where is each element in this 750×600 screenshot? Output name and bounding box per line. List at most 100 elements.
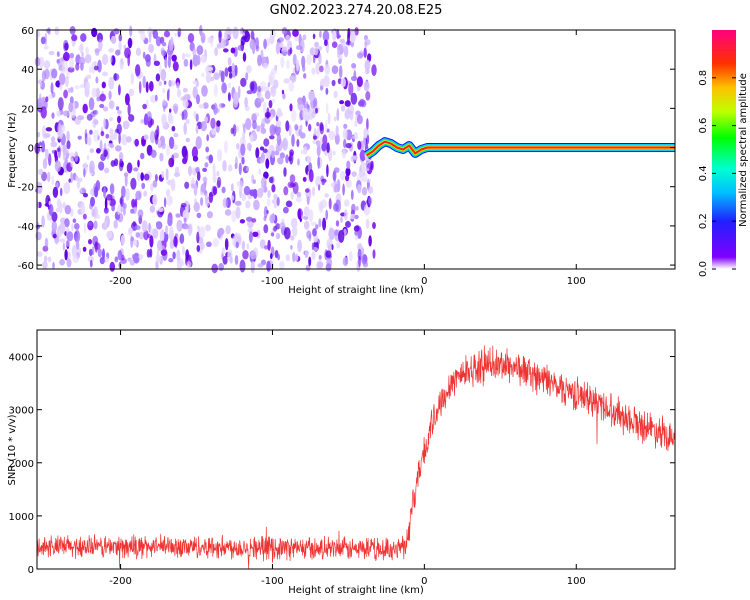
noise-blob — [133, 167, 139, 172]
noise-blob — [177, 31, 181, 38]
noise-blob — [224, 238, 229, 251]
noise-blob — [366, 118, 369, 131]
noise-blob — [90, 196, 95, 207]
noise-blob — [161, 113, 167, 127]
noise-blob — [348, 82, 354, 96]
noise-blob — [318, 218, 322, 228]
noise-blob — [231, 62, 235, 72]
noise-blob — [126, 162, 133, 174]
noise-blob — [179, 261, 185, 267]
noise-blob — [315, 176, 322, 187]
noise-blob — [201, 72, 205, 78]
noise-blob — [148, 43, 155, 54]
noise-blob — [301, 55, 306, 68]
noise-blob — [270, 252, 273, 260]
noise-blob — [64, 218, 70, 228]
noise-blob — [347, 31, 350, 45]
noise-blob — [118, 41, 122, 52]
noise-blob — [328, 130, 336, 141]
noise-blob — [344, 199, 350, 207]
noise-blob — [365, 91, 371, 101]
noise-blob — [62, 144, 67, 156]
snr-frame — [36, 329, 676, 570]
noise-blob — [285, 120, 290, 132]
noise-blob — [355, 206, 359, 211]
noise-blob — [150, 118, 155, 126]
y-tick-label: 1000 — [9, 512, 34, 523]
noise-blob — [41, 171, 48, 182]
noise-blob — [285, 34, 291, 43]
noise-blob — [273, 194, 278, 200]
noise-blob — [164, 56, 168, 69]
noise-blob — [134, 138, 139, 147]
noise-blob — [187, 33, 195, 43]
noise-blob — [270, 85, 277, 97]
noise-blob — [369, 161, 374, 170]
noise-blob — [184, 93, 191, 100]
noise-blob — [82, 246, 87, 252]
x-tick-label: -200 — [109, 576, 132, 587]
noise-blob — [333, 90, 338, 99]
noise-blob — [224, 209, 232, 216]
noise-blob — [230, 183, 234, 192]
noise-blob — [70, 157, 74, 168]
noise-blob — [322, 217, 327, 231]
noise-blob — [149, 205, 156, 213]
noise-blob — [320, 85, 323, 91]
noise-blob — [51, 68, 58, 79]
noise-blob — [224, 140, 228, 154]
noise-blob — [169, 108, 172, 113]
signal-band-4 — [366, 140, 675, 157]
noise-blob — [335, 220, 340, 227]
noise-blob — [66, 231, 74, 242]
noise-blob — [123, 206, 126, 216]
noise-blob — [185, 118, 190, 125]
noise-blob — [155, 73, 161, 82]
noise-blob — [64, 249, 68, 261]
noise-blob — [138, 81, 142, 94]
noise-blob — [103, 207, 109, 214]
noise-blob — [362, 261, 369, 268]
noise-blob — [303, 206, 310, 218]
noise-blob — [248, 231, 253, 243]
noise-blob — [366, 134, 370, 145]
noise-blob — [80, 202, 85, 215]
noise-blob — [182, 87, 188, 93]
noise-blob — [95, 214, 101, 220]
noise-blob — [311, 242, 315, 250]
noise-blob — [325, 119, 328, 133]
noise-blob — [241, 35, 247, 41]
noise-blob — [356, 114, 363, 125]
noise-blob — [124, 93, 130, 106]
noise-blob — [109, 183, 115, 195]
noise-blob — [188, 165, 192, 176]
noise-blob — [279, 260, 285, 270]
noise-blob — [115, 49, 121, 56]
y-tick-label: -60 — [18, 261, 34, 272]
noise-blob — [257, 96, 265, 103]
noise-blob — [166, 194, 172, 207]
noise-blob — [208, 191, 214, 204]
noise-blob — [140, 32, 146, 41]
noise-blob — [145, 58, 151, 67]
noise-blob — [234, 200, 242, 206]
noise-blob — [93, 220, 98, 230]
noise-blob — [303, 73, 307, 79]
noise-blob — [342, 256, 349, 267]
noise-blob — [325, 87, 329, 95]
noise-blob — [297, 239, 302, 253]
noise-blob — [95, 87, 101, 98]
noise-blob — [37, 251, 43, 257]
noise-blob — [190, 183, 195, 189]
noise-blob — [40, 36, 46, 45]
noise-blob — [287, 181, 295, 189]
noise-blob — [268, 100, 273, 109]
noise-blob — [113, 28, 120, 35]
noise-blob — [106, 230, 113, 239]
noise-blob — [196, 231, 200, 244]
noise-blob — [337, 49, 341, 59]
noise-blob — [354, 214, 359, 220]
noise-blob — [104, 167, 110, 174]
noise-blob — [54, 160, 62, 172]
noise-blob — [306, 155, 312, 164]
